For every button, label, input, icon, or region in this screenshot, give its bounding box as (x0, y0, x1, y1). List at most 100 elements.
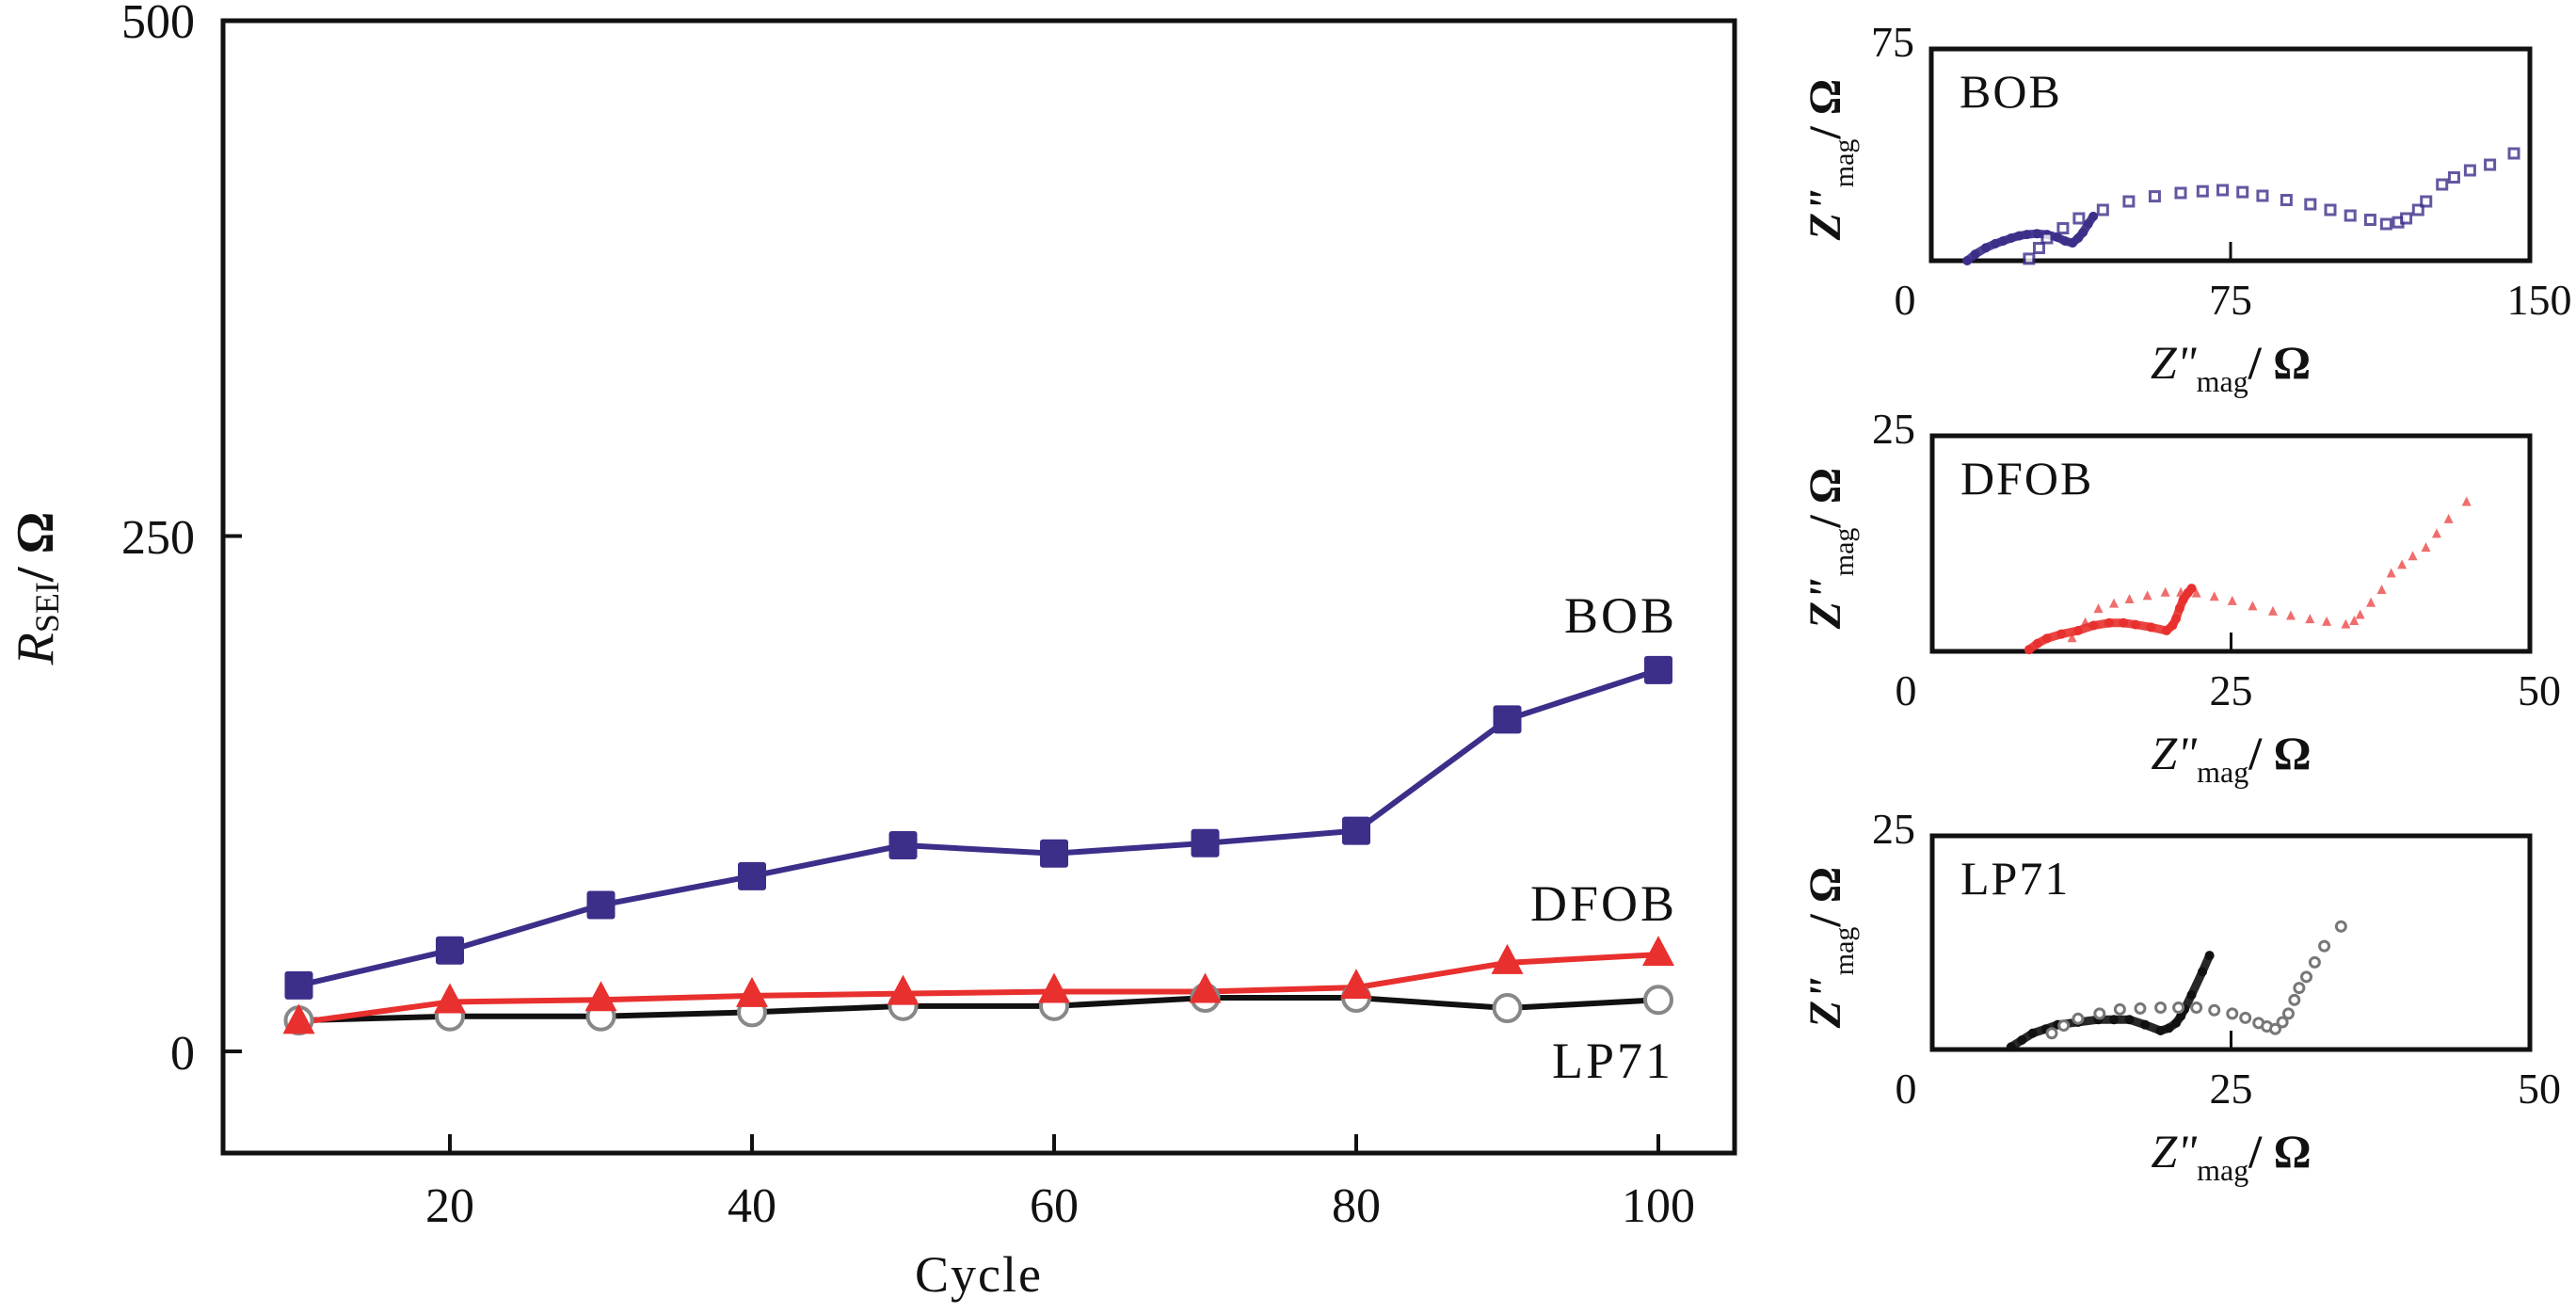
nyquist-open-point (2436, 178, 2449, 191)
nyquist-open-point (2124, 594, 2135, 604)
nyquist-solid-point (2178, 595, 2188, 605)
series-line-lp71 (298, 995, 1659, 1024)
y-axis-label-sub: SEI (28, 582, 66, 633)
series-line-dfob (298, 952, 1659, 1026)
y-axis-label-unit: / Ω (7, 512, 65, 583)
y-tick-label: 250 (121, 511, 195, 565)
nyquist-open-point (2280, 194, 2293, 206)
nyquist-solid-point (2109, 1015, 2120, 1025)
nyquist-open-point (2286, 610, 2296, 620)
nyquist-open-point (2355, 609, 2365, 619)
nyquist-solid-point (2060, 236, 2071, 246)
data-point-dfob (1642, 936, 1674, 967)
nyquist-solid-point (2022, 230, 2032, 240)
nyquist-open-point (2363, 214, 2376, 226)
data-point-bob (284, 970, 313, 1000)
nyquist-open-point (2142, 590, 2152, 601)
nyquist-open-point (2093, 1007, 2106, 1020)
nyquist-open-point (2190, 1002, 2203, 1015)
inset-y-axis-label-sub: mag (1829, 927, 1860, 976)
nyquist-open-point (2172, 1002, 2185, 1015)
nyquist-open-point (2443, 513, 2454, 523)
nyquist-open-point (2344, 209, 2357, 222)
nyquist-solid-point (2174, 603, 2184, 614)
nyquist-solid-curve (2007, 951, 2215, 1051)
nyquist-solid-point (2140, 1019, 2151, 1030)
inset-x-axis-label-sub: mag (2197, 755, 2248, 789)
series-line-bob (297, 666, 1659, 988)
nyquist-solid-point (1962, 256, 1973, 265)
data-point-dfob (736, 976, 768, 1007)
nyquist-solid-point (1981, 243, 1992, 253)
inset-y-axis-label: Z"mag/ Ω (1800, 79, 1860, 241)
nyquist-solid-point (2072, 626, 2083, 636)
inset-y-axis-label-main: Z" (1800, 187, 1850, 241)
nyquist-solid-point (2027, 1028, 2038, 1038)
x-tick-label: 100 (1622, 1179, 1695, 1233)
data-point-dfob (1491, 943, 1524, 974)
inset-x-axis-label-main: Z" (2151, 727, 2198, 779)
data-point-bob (1342, 816, 1370, 845)
inset-panel-label: BOB (1960, 65, 2062, 118)
inset-y-axis-label: Z"mag/ Ω (1800, 867, 1860, 1029)
inset-x-tick-label: 0 (1896, 1065, 1917, 1113)
inset-x-axis-label-main: Z" (2151, 336, 2198, 389)
nyquist-open-point (2176, 586, 2186, 597)
nyquist-open-point (2208, 1003, 2221, 1017)
nyquist-open-point (2148, 190, 2161, 203)
inset-y-tick-label: 75 (1871, 18, 1914, 66)
data-point-bob (738, 861, 766, 890)
nyquist-open-point (2322, 616, 2332, 626)
main-chart: 500 250 0 20 40 60 80 100 Cycle RSEI/ Ω … (7, 0, 1737, 1303)
nyquist-open-point (2227, 595, 2237, 605)
nyquist-solid-point (2171, 1018, 2182, 1028)
nyquist-open-point (2324, 203, 2337, 216)
nyquist-solid-point (2119, 617, 2129, 628)
nyquist-open-point (2461, 496, 2472, 506)
nyquist-solid-point (2155, 1026, 2166, 1036)
inset-y-axis-label-unit: / Ω (1800, 468, 1850, 529)
data-point-bob (586, 890, 616, 920)
nyquist-open-point (2411, 203, 2424, 216)
nyquist-solid-point (1970, 249, 1980, 260)
data-point-dfob (1038, 972, 1070, 1003)
y-tick-label: 500 (121, 0, 195, 49)
x-tick-label: 80 (1332, 1179, 1381, 1233)
nyquist-open-point (2113, 1002, 2126, 1016)
nyquist-open-point (2288, 993, 2301, 1006)
nyquist-solid-point (2083, 219, 2093, 229)
nyquist-open-point (2334, 920, 2347, 933)
inset-x-tick-label: 0 (1895, 276, 1916, 324)
nyquist-open-point (2134, 1002, 2147, 1015)
nyquist-open-point (2386, 568, 2396, 578)
data-point-bob (1644, 655, 1672, 684)
nyquist-open-point (2318, 939, 2331, 953)
nyquist-solid-point (2006, 233, 2016, 243)
inset-x-tick-label: 25 (2210, 1065, 2253, 1113)
nyquist-solid-point (2168, 620, 2178, 631)
data-point-dfob (282, 1003, 315, 1034)
data-point-lp71 (1492, 993, 1523, 1024)
nyquist-open-point (2174, 186, 2187, 200)
nyquist-open-point (2507, 147, 2520, 160)
nyquist-open-point (2281, 1007, 2295, 1020)
nyquist-open-point (2045, 1027, 2058, 1040)
inset-y-axis-label-sub: mag (1829, 528, 1860, 577)
nyquist-open-point (2248, 601, 2258, 611)
inset-y-axis-label-unit: / Ω (1800, 79, 1850, 140)
nyquist-solid-point (2124, 1015, 2135, 1025)
series-label-dfob: DFOB (1530, 875, 1677, 932)
main-ticks (223, 534, 1660, 1153)
inset-x-axis-label: Z"mag/ Ω (2151, 1125, 2311, 1187)
nyquist-open-point (2154, 1002, 2168, 1015)
inset-x-axis-label: Z"mag/ Ω (2151, 727, 2311, 789)
data-point-bob (888, 831, 918, 859)
series-label-lp71: LP71 (1552, 1033, 1673, 1089)
nyquist-open-point (2109, 598, 2120, 608)
inset-x-axis-label-unit: / Ω (2248, 336, 2311, 389)
inset-y-tick-label: 25 (1872, 805, 1915, 853)
x-tick-label: 20 (425, 1179, 474, 1233)
